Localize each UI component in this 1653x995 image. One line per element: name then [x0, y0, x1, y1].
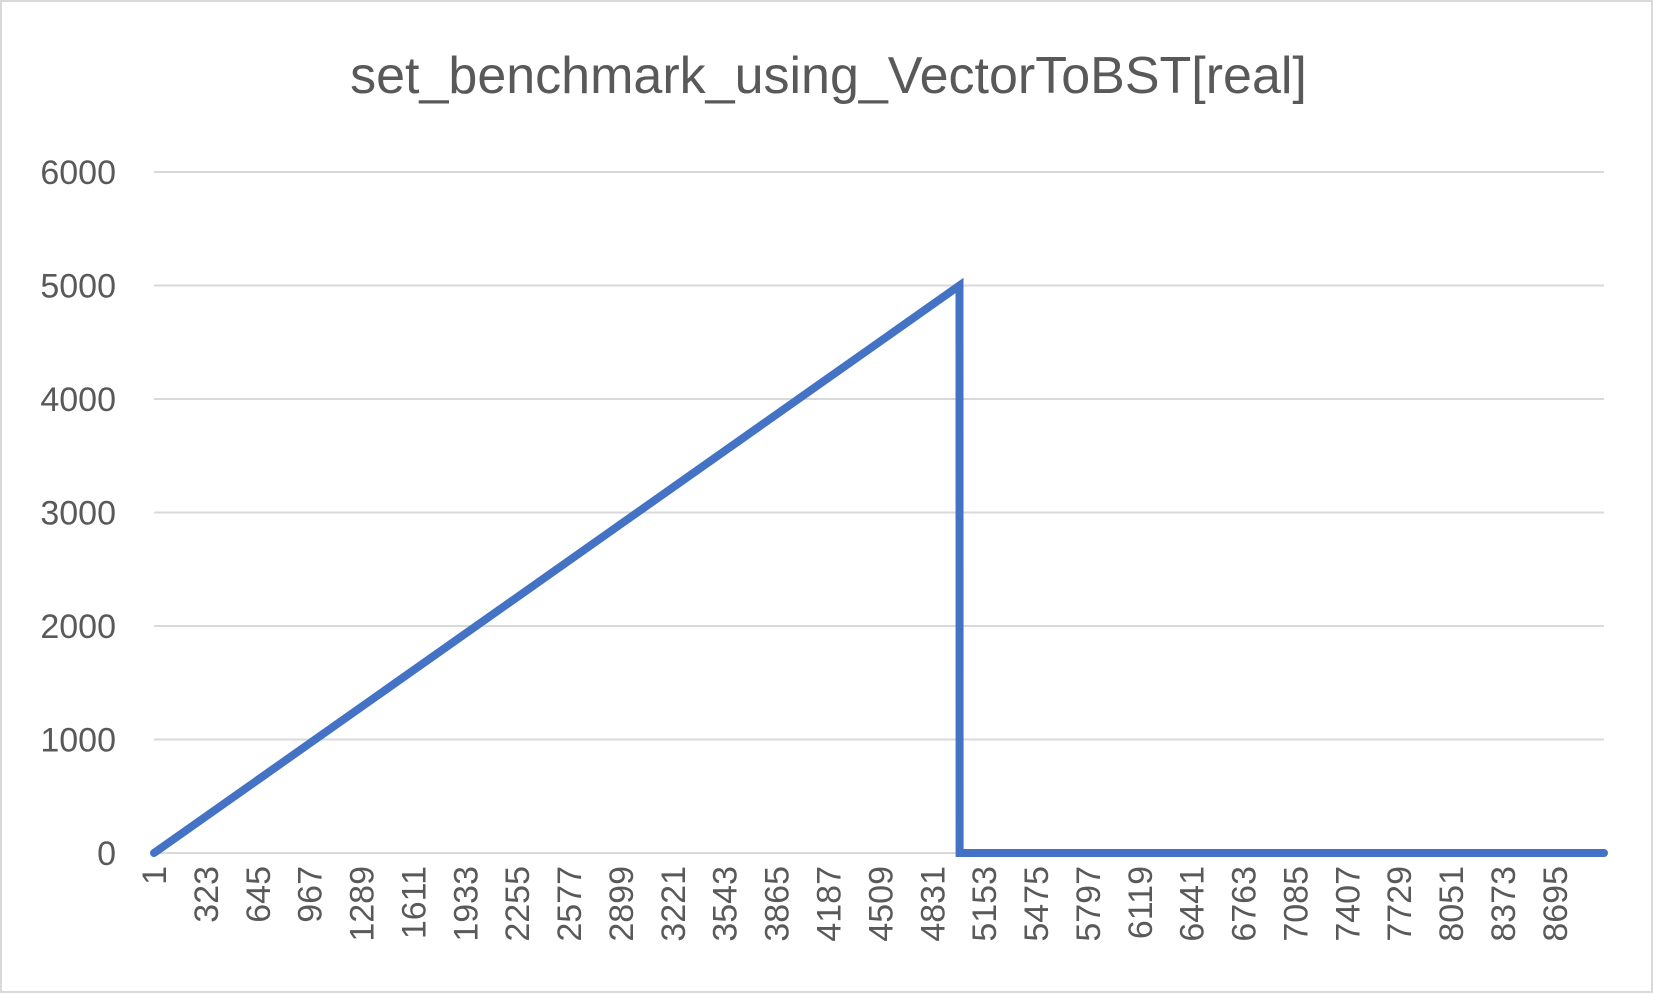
- y-tick-label: 4000: [40, 381, 116, 419]
- x-tick-label: 7407: [1329, 866, 1367, 942]
- x-tick-label: 5475: [1018, 866, 1056, 942]
- x-tick-label: 8051: [1433, 866, 1471, 942]
- x-tick-label: 4509: [862, 866, 900, 942]
- x-tick-label: 6119: [1122, 866, 1160, 939]
- x-tick-label: 2255: [499, 866, 537, 942]
- x-tick-label: 1933: [447, 866, 485, 942]
- x-tick-label: 5797: [1070, 866, 1108, 942]
- x-tick-label: 1: [136, 866, 174, 885]
- x-tick-label: 3543: [707, 866, 745, 942]
- y-tick-label: 5000: [40, 268, 116, 306]
- x-tick-label: 8695: [1537, 866, 1575, 942]
- x-tick-label: 4831: [914, 866, 952, 942]
- y-tick-label: 0: [97, 835, 116, 873]
- x-tick-label: 6763: [1226, 866, 1264, 942]
- x-tick-label: 2577: [551, 866, 589, 942]
- x-tick-label: 7729: [1381, 866, 1419, 942]
- x-tick-label: 1289: [344, 866, 382, 942]
- x-tick-label: 4187: [810, 866, 848, 942]
- x-tick-label: 645: [240, 866, 278, 923]
- y-tick-label: 6000: [40, 154, 116, 192]
- x-tick-label: 8373: [1485, 866, 1523, 942]
- x-tick-label: 967: [292, 866, 330, 923]
- y-tick-label: 2000: [40, 608, 116, 646]
- series-line-0: [150, 277, 1608, 857]
- x-tick-label: 3865: [759, 866, 797, 942]
- x-tick-label: 5153: [966, 866, 1004, 942]
- y-tick-label: 3000: [40, 495, 116, 533]
- x-tick-label: 323: [188, 866, 226, 923]
- x-tick-label: 6441: [1174, 866, 1212, 942]
- x-tick-label: 3221: [655, 866, 693, 942]
- x-tick-label: 7085: [1277, 866, 1315, 942]
- chart-title: set_benchmark_using_VectorToBST[real]: [350, 47, 1307, 105]
- x-tick-label: 2899: [603, 866, 641, 942]
- x-tick-label: 1611: [395, 866, 433, 939]
- y-tick-label: 1000: [40, 722, 116, 760]
